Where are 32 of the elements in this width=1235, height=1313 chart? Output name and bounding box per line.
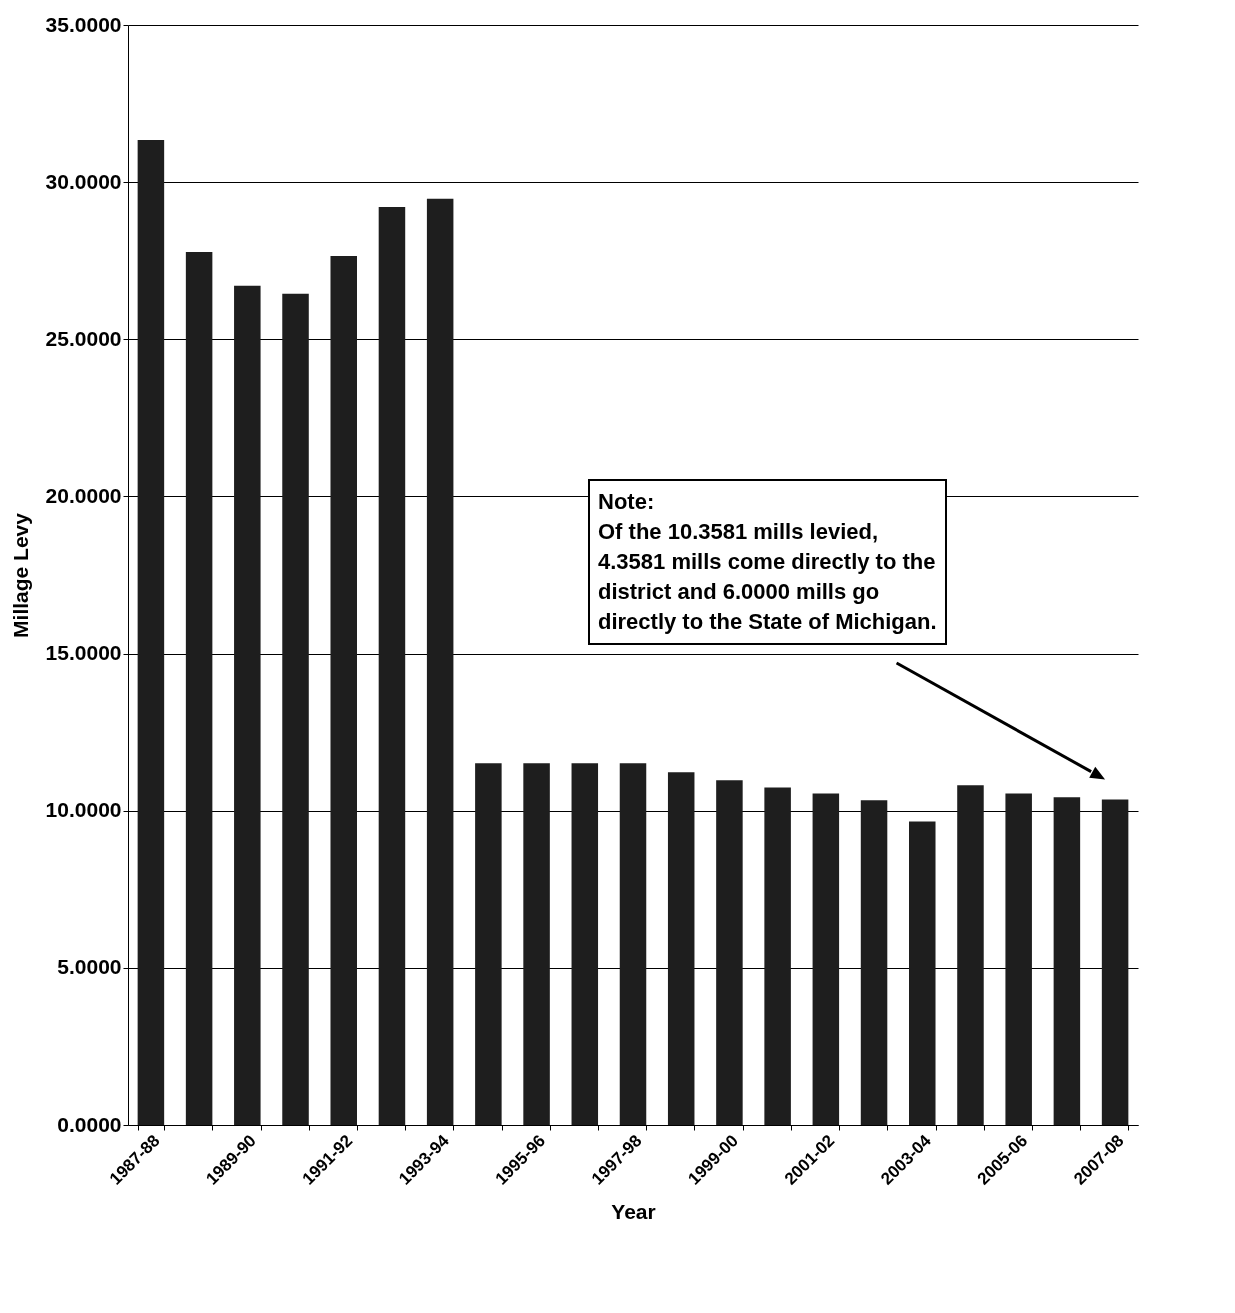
bar xyxy=(475,763,502,1125)
y-tick-label: 25.0000 xyxy=(45,326,122,350)
annotation: Note: Of the 10.3581 mills levied, 4.3581 mills come directly to the district and 6.0000 mills go directly to the State of Michigan. xyxy=(588,479,947,645)
y-tick-label: 20.0000 xyxy=(45,483,122,507)
y-tick-label: 15.0000 xyxy=(45,641,122,665)
bar xyxy=(571,763,599,1125)
bar xyxy=(909,821,936,1125)
y-tick-label: 30.0000 xyxy=(45,169,122,193)
bar xyxy=(716,780,743,1125)
bar xyxy=(282,293,309,1125)
bar xyxy=(957,785,984,1125)
bar xyxy=(667,772,695,1125)
bar xyxy=(1101,799,1129,1125)
y-tick-label: 5.0000 xyxy=(57,955,122,979)
x-axis-title: Year xyxy=(611,1199,656,1223)
bar xyxy=(185,251,213,1125)
bar xyxy=(137,140,165,1125)
bar xyxy=(764,787,791,1125)
bar xyxy=(378,206,406,1125)
bar xyxy=(523,763,550,1125)
bar xyxy=(812,793,840,1125)
bar xyxy=(330,256,357,1125)
y-tick-label: 35.0000 xyxy=(45,12,122,36)
y-tick-label: 10.0000 xyxy=(45,798,122,822)
bar xyxy=(1053,797,1081,1125)
bar xyxy=(1005,793,1032,1125)
y-tick-label: 0.0000 xyxy=(57,1112,122,1136)
bar xyxy=(426,198,454,1125)
bar xyxy=(619,763,647,1125)
y-axis-title: Millage Levy xyxy=(8,512,32,638)
bar xyxy=(860,800,888,1125)
bar xyxy=(234,285,261,1125)
